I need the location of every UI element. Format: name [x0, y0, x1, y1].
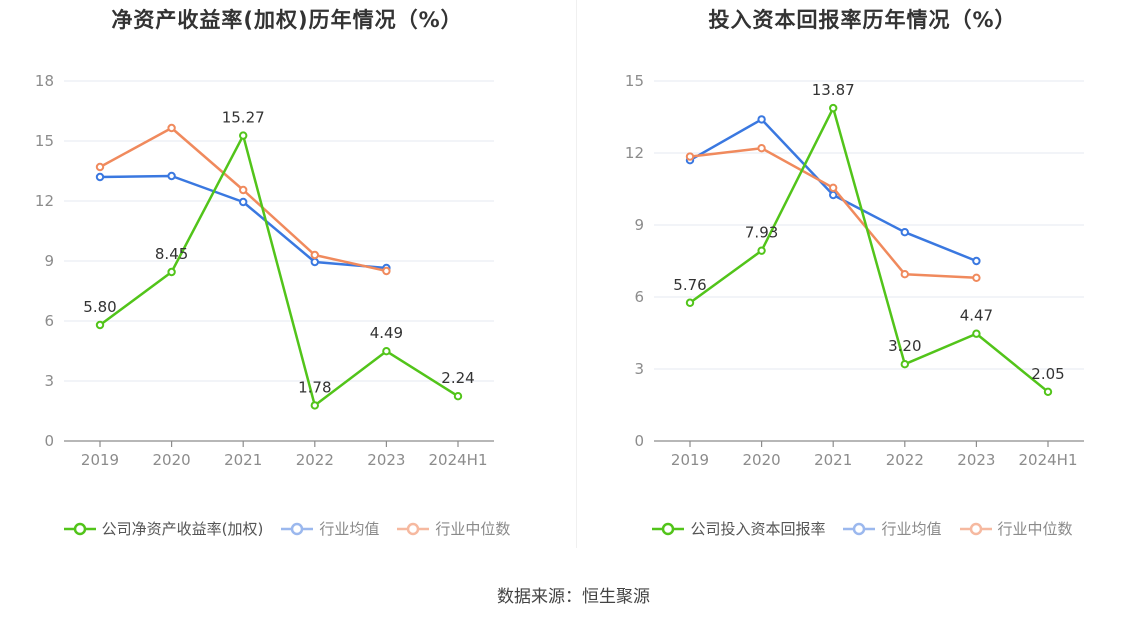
legend-label: 公司净资产收益率(加权) — [101, 520, 264, 538]
legend-line-blue-icon — [281, 522, 314, 535]
legend-label: 公司投入资本回报率 — [690, 520, 826, 538]
data-point[interactable] — [167, 171, 176, 181]
data-point[interactable] — [972, 273, 981, 282]
data-point[interactable] — [310, 401, 319, 410]
legend-line-orange-icon — [397, 522, 430, 535]
x-tick-label: 2022 — [296, 451, 334, 469]
data-point[interactable] — [310, 250, 319, 260]
data-point[interactable] — [453, 392, 463, 401]
legend-item-industry-mean[interactable]: 行业均值 — [843, 518, 942, 539]
y-tick-label: 6 — [44, 312, 54, 330]
data-point[interactable] — [382, 347, 391, 356]
y-tick-label: 12 — [625, 144, 644, 162]
data-label: 7.93 — [745, 224, 778, 242]
data-source: 数据来源：恒生聚源 — [497, 587, 650, 607]
data-point[interactable] — [757, 115, 766, 124]
y-tick-label: 15 — [35, 132, 54, 150]
y-tick-label: 9 — [634, 216, 644, 234]
data-label: 3.20 — [888, 337, 921, 355]
data-point[interactable] — [310, 257, 319, 267]
legend-label: 行业均值 — [319, 520, 380, 538]
data-point[interactable] — [972, 329, 981, 338]
chart-title: 净资产收益率(加权)历年情况（%） — [111, 8, 463, 32]
legend-label: 行业均值 — [881, 520, 942, 538]
data-point[interactable] — [685, 298, 695, 307]
data-point[interactable] — [239, 197, 248, 207]
data-point[interactable] — [900, 270, 909, 279]
data-point[interactable] — [685, 152, 695, 161]
data-label: 5.80 — [83, 298, 116, 316]
data-point[interactable] — [757, 246, 766, 255]
y-tick-label: 0 — [44, 432, 54, 450]
legend-item-industry-median[interactable]: 行业中位数 — [397, 518, 510, 539]
data-point[interactable] — [95, 320, 105, 330]
legend-line-green-icon — [63, 522, 96, 535]
x-tick-label: 2022 — [886, 451, 924, 469]
legend-item-company[interactable]: 公司净资产收益率(加权) — [63, 518, 264, 539]
roe-chart: 净资产收益率(加权)历年情况（%） 0 3 6 9 12 15 18 2019 2020 2021… — [0, 0, 574, 560]
roe-plot: 0 3 6 9 12 15 18 2019 2020 2021 2022 2023 2024H1 5.80… — [35, 72, 494, 469]
data-point[interactable] — [900, 228, 909, 237]
series-line — [689, 146, 977, 280]
data-point[interactable] — [95, 162, 105, 172]
data-point[interactable] — [382, 266, 391, 276]
x-tick-label: 2020 — [153, 451, 191, 469]
data-point[interactable] — [829, 103, 838, 113]
x-tick-label: 2024H1 — [1019, 451, 1078, 469]
x-tick-label: 2021 — [224, 451, 262, 469]
data-label: 2.05 — [1031, 365, 1064, 383]
data-label: 13.87 — [812, 81, 855, 99]
legend-line-blue-icon — [843, 522, 876, 535]
y-tick-label: 12 — [35, 192, 54, 210]
y-tick-label: 9 — [44, 252, 54, 270]
data-point[interactable] — [95, 172, 105, 182]
data-point[interactable] — [757, 144, 766, 153]
legend-item-company[interactable]: 公司投入资本回报率 — [652, 518, 825, 539]
data-point[interactable] — [239, 131, 248, 140]
data-point[interactable] — [972, 256, 981, 266]
data-point[interactable] — [239, 185, 248, 195]
data-label: 4.47 — [960, 307, 993, 325]
data-label: 4.49 — [370, 324, 403, 342]
data-point[interactable] — [167, 123, 176, 133]
series-line — [689, 106, 1049, 393]
data-label: 1.78 — [298, 378, 331, 396]
legend-label: 行业中位数 — [435, 520, 511, 538]
x-tick-label: 2024H1 — [429, 451, 488, 469]
x-tick-label: 2023 — [957, 451, 995, 469]
x-tick-label: 2023 — [367, 451, 405, 469]
y-tick-label: 0 — [634, 432, 644, 450]
legend-line-orange-icon — [959, 522, 992, 535]
data-point[interactable] — [829, 190, 838, 200]
legend: 公司投入资本回报率 行业均值 行业中位数 — [578, 518, 1147, 539]
chart-divider — [576, 0, 577, 548]
y-tick-label: 15 — [625, 72, 644, 90]
x-tick-label: 2020 — [743, 451, 781, 469]
x-tick-label: 2021 — [814, 451, 852, 469]
data-point[interactable] — [900, 360, 909, 369]
legend-item-industry-mean[interactable]: 行业均值 — [281, 518, 379, 539]
legend-line-green-icon — [652, 522, 685, 535]
y-tick-label: 6 — [634, 288, 644, 306]
chart-title: 投入资本回报率历年情况（%） — [708, 8, 1017, 32]
data-label: 2.24 — [441, 369, 474, 387]
data-point[interactable] — [1043, 387, 1053, 396]
x-tick-label: 2019 — [671, 451, 709, 469]
y-tick-label: 18 — [35, 72, 54, 90]
data-label: 15.27 — [222, 109, 265, 127]
roic-plot: 0 3 6 9 12 15 2019 2020 2021 2022 2023 2024H1 5.76 7.… — [625, 72, 1084, 469]
roic-chart: 投入资本回报率历年情况（%） 0 3 6 9 12 15 2019 2020 2021 2022 2… — [578, 0, 1147, 560]
legend: 公司净资产收益率(加权) 行业均值 行业中位数 — [0, 518, 574, 539]
y-tick-label: 3 — [44, 372, 54, 390]
data-label: 8.45 — [155, 245, 188, 263]
data-point[interactable] — [167, 267, 176, 277]
series-line — [99, 134, 459, 407]
data-label: 5.76 — [673, 276, 706, 294]
x-tick-label: 2019 — [81, 451, 119, 469]
y-tick-label: 3 — [634, 360, 644, 378]
legend-label: 行业中位数 — [997, 520, 1073, 538]
data-point[interactable] — [829, 183, 838, 193]
legend-item-industry-median[interactable]: 行业中位数 — [959, 518, 1073, 539]
